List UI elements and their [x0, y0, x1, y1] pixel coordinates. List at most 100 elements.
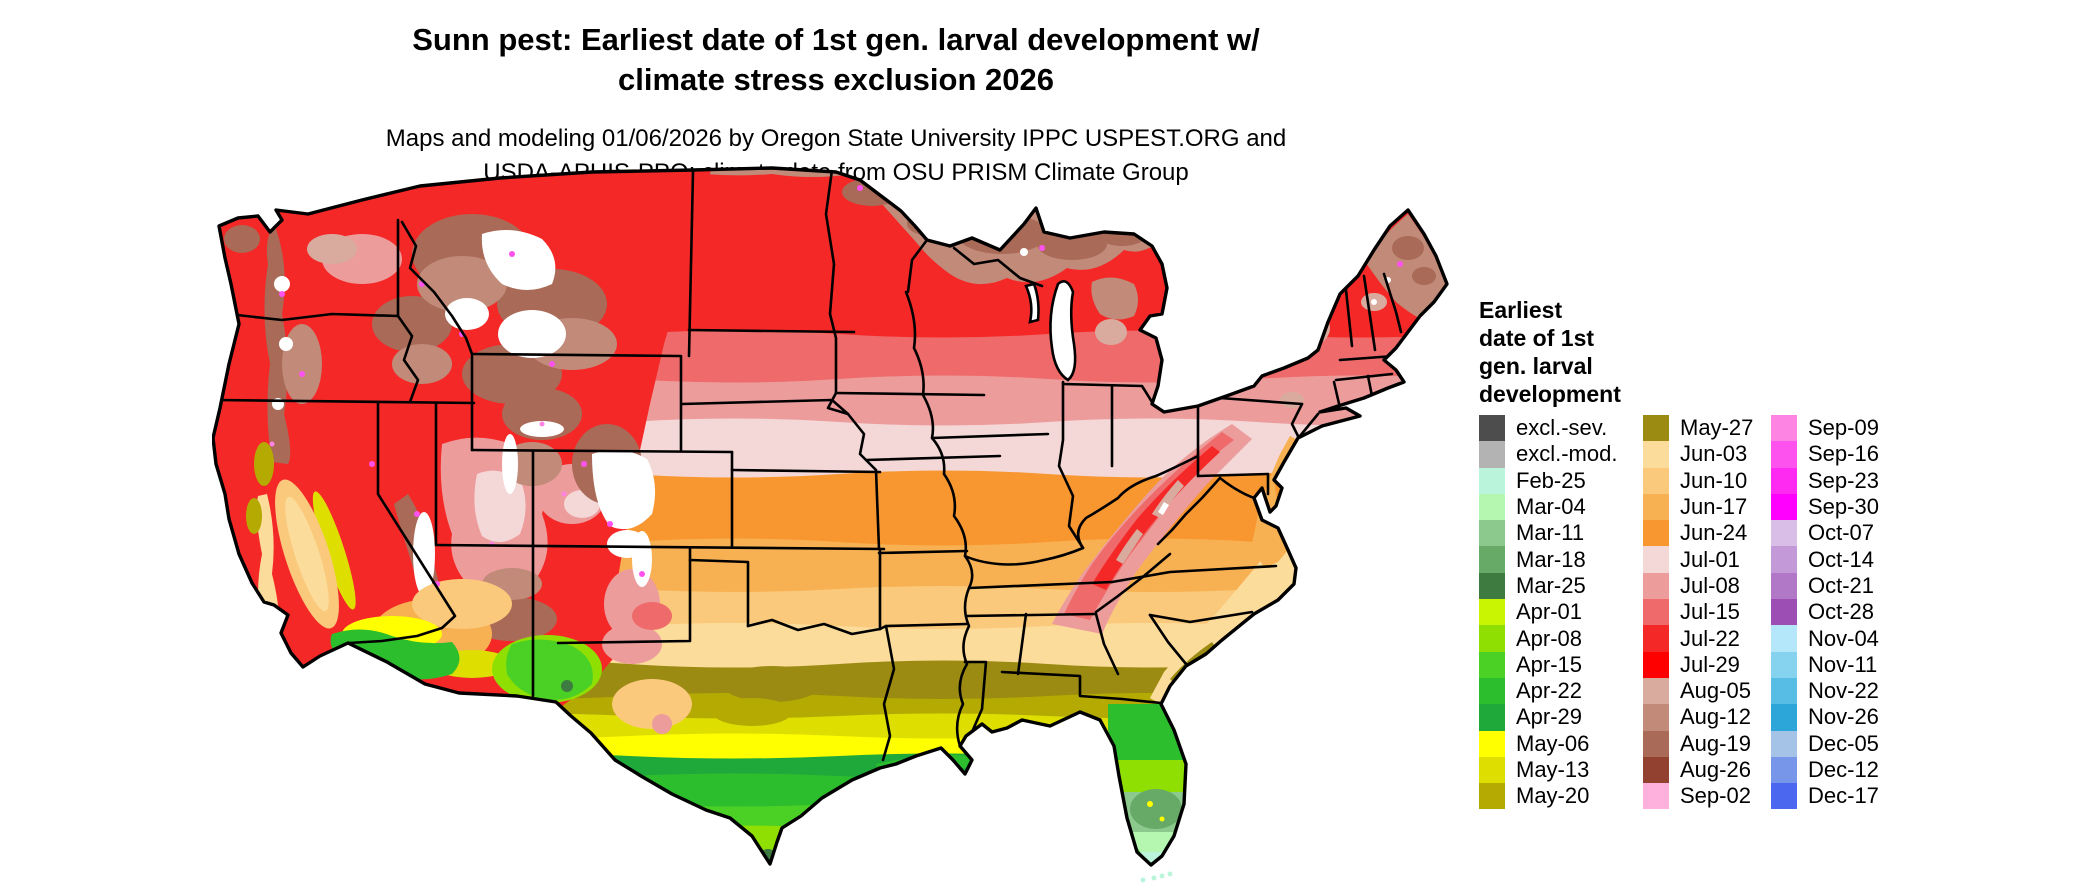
legend-swatch [1771, 572, 1797, 600]
legend-swatch [1643, 572, 1669, 600]
legend-swatch [1479, 756, 1505, 784]
legend-entry: Sep-30 [1771, 493, 1879, 521]
legend-entry: Sep-16 [1771, 441, 1879, 468]
legend-entry: Apr-08 [1479, 625, 1617, 652]
legend-entry-label: Oct-21 [1808, 572, 1875, 598]
legend-entry: Mar-04 [1479, 493, 1617, 521]
legend-swatch [1771, 756, 1797, 784]
great-lakes [1024, 280, 1077, 382]
legend-entry-label: Sep-30 [1808, 494, 1879, 520]
legend-swatch [1771, 520, 1797, 547]
legend-entry: Sep-02 [1643, 783, 1753, 810]
legend-entry-label: Dec-17 [1808, 783, 1879, 809]
legend-entry: May-06 [1479, 730, 1617, 757]
legend-entry-label: Mar-11 [1516, 520, 1585, 546]
legend-swatch [1771, 677, 1797, 705]
legend-entry: Dec-05 [1771, 730, 1879, 757]
legend-swatch [1771, 467, 1797, 494]
legend-entry-label: May-27 [1680, 415, 1754, 441]
legend-entry: Apr-01 [1479, 599, 1617, 626]
legend-entry-label: Jun-03 [1680, 441, 1748, 467]
legend-entry-label: Nov-04 [1808, 625, 1879, 651]
legend-entry-label: Jul-08 [1680, 572, 1740, 598]
legend-swatch [1771, 546, 1797, 573]
legend-swatch [1771, 730, 1797, 757]
legend-entry-label: Apr-22 [1516, 678, 1583, 704]
legend-entry: Jul-15 [1643, 599, 1753, 626]
legend-entry: Oct-21 [1771, 572, 1879, 600]
legend-entry-label: Nov-22 [1808, 678, 1879, 704]
legend-entry-label: Jul-29 [1680, 651, 1740, 677]
legend-entry: Dec-17 [1771, 783, 1879, 810]
page-title: Sunn pest: Earliest date of 1st gen. lar… [180, 20, 1492, 100]
legend-entry-label: Sep-09 [1808, 415, 1879, 441]
legend-entry: Jul-22 [1643, 625, 1753, 652]
legend-entry-label: Aug-12 [1680, 704, 1751, 730]
legend-swatch [1771, 415, 1797, 442]
legend-swatch [1479, 625, 1505, 652]
legend-swatch [1771, 599, 1797, 626]
legend-swatch [1643, 651, 1669, 678]
legend-swatch [1643, 441, 1669, 468]
legend-swatch [1479, 493, 1505, 521]
legend-entry: Jul-29 [1643, 651, 1753, 678]
map-legend: Earliest date of 1st gen. larval develop… [1479, 296, 1919, 810]
legend-entry-label: Jun-10 [1680, 467, 1748, 493]
legend-swatch [1643, 677, 1669, 705]
legend-entry-label: Jul-22 [1680, 625, 1740, 651]
legend-entry-label: Apr-29 [1516, 704, 1583, 730]
legend-entry: Aug-19 [1643, 730, 1753, 757]
legend-entry-label: Aug-19 [1680, 730, 1751, 756]
legend-entry-label: May-20 [1516, 783, 1590, 809]
legend-swatch [1479, 599, 1505, 626]
legend-entry: Nov-22 [1771, 677, 1879, 705]
legend-swatch [1771, 493, 1797, 521]
legend-entry-label: Jun-24 [1680, 520, 1748, 546]
legend-swatch [1643, 467, 1669, 494]
legend-entry-label: Dec-05 [1808, 730, 1879, 756]
legend-entry-label: May-13 [1516, 757, 1590, 782]
legend-entry: Oct-28 [1771, 599, 1879, 626]
map-magenta-speckles [269, 251, 645, 587]
legend-entry-label: Aug-26 [1680, 757, 1751, 782]
legend-entry: Aug-26 [1643, 756, 1753, 784]
legend-swatch [1643, 756, 1669, 784]
legend-entry: Jun-10 [1643, 467, 1753, 494]
legend-entry: Mar-25 [1479, 572, 1617, 600]
legend-swatch [1479, 704, 1505, 731]
legend-entry-label: Apr-15 [1516, 651, 1583, 677]
legend-entry: excl.-mod. [1479, 441, 1618, 468]
legend-swatch [1479, 441, 1505, 468]
legend-swatch [1771, 441, 1797, 468]
legend-entry: Jun-17 [1643, 493, 1753, 521]
legend-swatch [1643, 783, 1669, 810]
legend-swatch [1643, 415, 1669, 442]
legend-entry: Oct-14 [1771, 546, 1879, 573]
legend-entry-label: Oct-14 [1808, 546, 1875, 572]
legend-swatch [1643, 730, 1669, 757]
subtitle-line-1: Maps and modeling 01/06/2026 by Oregon S… [385, 125, 1287, 152]
legend-swatch [1479, 730, 1505, 757]
title-line-1: Sunn pest: Earliest date of 1st gen. lar… [412, 22, 1260, 57]
legend-entry: Dec-12 [1771, 756, 1879, 784]
legend-entry: Mar-18 [1479, 546, 1617, 573]
legend-swatch [1643, 625, 1669, 652]
florida-keys [1140, 871, 1173, 883]
legend-entry: Nov-26 [1771, 704, 1879, 731]
legend-swatch [1479, 546, 1505, 573]
legend-title-line: development [1479, 381, 1621, 407]
us-outline [212, 166, 1449, 867]
legend-entry: May-13 [1479, 756, 1617, 784]
legend-entry-label: excl.-sev. [1516, 415, 1608, 441]
legend-entry: Jul-08 [1643, 572, 1753, 600]
legend-entry-label: excl.-mod. [1516, 441, 1618, 467]
legend-entry-label: Apr-08 [1516, 625, 1583, 651]
legend-entry: Aug-12 [1643, 704, 1753, 731]
legend-swatch [1643, 546, 1669, 573]
legend-entry-label: May-06 [1516, 730, 1590, 756]
legend-entry: Apr-29 [1479, 704, 1617, 731]
legend-title-line: gen. larval [1479, 353, 1593, 379]
legend-entry: Oct-07 [1771, 520, 1879, 547]
legend-entry-label: Nov-11 [1808, 651, 1878, 677]
